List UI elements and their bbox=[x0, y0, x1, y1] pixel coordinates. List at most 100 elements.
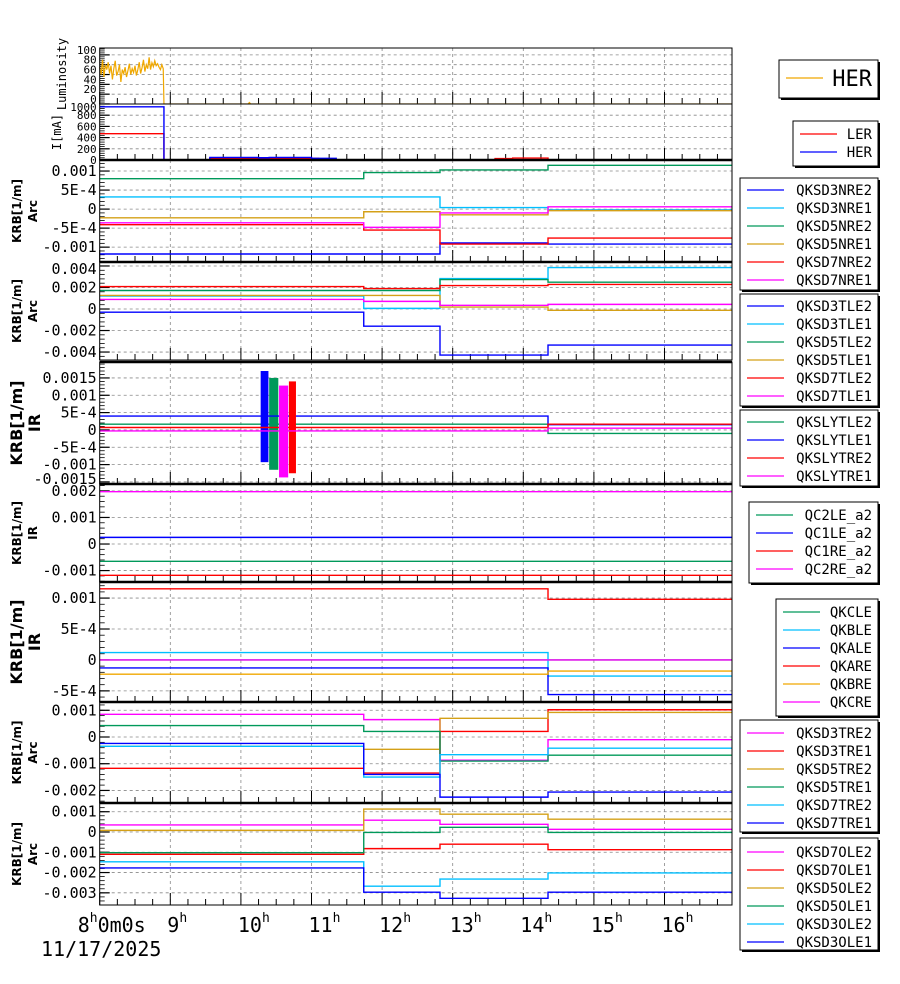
legend-entry-label: QC2LE_a2 bbox=[805, 508, 872, 524]
legend-entry-label: QKSLYTRE1 bbox=[796, 469, 872, 485]
y-axis-label: KRB[1/m] bbox=[10, 721, 24, 785]
legend-entry-label: QKSD5NRE1 bbox=[796, 237, 872, 253]
series-spike-qkslytle1 bbox=[260, 371, 269, 463]
legend-entry-label: QKCRE bbox=[830, 695, 872, 711]
legend-entry-label: QKALE bbox=[830, 641, 872, 657]
legend-entry-label: QKSD5TLE2 bbox=[796, 335, 872, 351]
y-tick-label: -5E-4 bbox=[52, 682, 97, 700]
legend-entry-label: HER bbox=[832, 67, 872, 92]
legend-entry-label: HER bbox=[847, 145, 873, 161]
y-tick-label: -0.002 bbox=[43, 864, 97, 882]
legend-entry-label: QKSLYTLE2 bbox=[796, 415, 872, 431]
x-tick-label: 8h0m0s bbox=[78, 911, 146, 937]
y-tick-label: 0 bbox=[88, 200, 97, 218]
legend-entry-label: QKSD3TLE2 bbox=[796, 299, 872, 315]
x-tick-label: 15h bbox=[591, 911, 623, 937]
y-tick-label: 400 bbox=[77, 132, 97, 145]
legend-entry-label: QKSD3NRE1 bbox=[796, 201, 872, 217]
y-axis-label: Luminosity bbox=[55, 38, 69, 110]
legend-entry-label: QKSD3TRE1 bbox=[796, 744, 872, 760]
y-tick-label: 40 bbox=[83, 73, 96, 86]
y-tick-label: 5E-4 bbox=[61, 181, 97, 199]
legend-entry-label: QC1LE_a2 bbox=[805, 526, 872, 542]
legend-entry-label: QKSD5NRE2 bbox=[796, 219, 872, 235]
panel-6: 0.002 0.001 0 -0.001 KRB[1/m] IR bbox=[10, 482, 733, 583]
series-line-qksd5ole1 bbox=[99, 826, 733, 854]
legend-entry-label: QKSD7NRE1 bbox=[796, 273, 872, 289]
y-tick-label: 100 bbox=[77, 44, 97, 57]
y-tick-label: 200 bbox=[77, 143, 97, 156]
y-tick-label: 0.001 bbox=[52, 803, 97, 821]
legend-entry-label: QKSD7OLE1 bbox=[796, 863, 872, 879]
series-line-qkble bbox=[99, 651, 733, 677]
legend-entry-label: QKSD3TLE1 bbox=[796, 317, 872, 333]
legend-entry-label: QKSD3OLE2 bbox=[796, 917, 872, 933]
y-tick-label: 800 bbox=[77, 109, 97, 122]
series-line-qkslytre2 bbox=[99, 423, 733, 429]
series-line-her bbox=[99, 57, 733, 105]
legend-entry-label: QKSLYTLE1 bbox=[796, 433, 872, 449]
y-tick-label: 0.001 bbox=[52, 386, 97, 404]
plot-area bbox=[99, 104, 732, 160]
series-line-qksd5tle2 bbox=[99, 278, 733, 292]
y-axis-sublabel: Arc bbox=[26, 300, 40, 322]
x-tick-label: 9h bbox=[167, 911, 187, 937]
series-line-qksd3tle1 bbox=[99, 266, 733, 310]
y-tick-label: 0.0015 bbox=[43, 369, 97, 387]
x-tick-hour: 16 bbox=[662, 913, 686, 937]
y-axis-sublabel: Arc bbox=[26, 741, 40, 763]
y-axis-sublabel: IR bbox=[25, 414, 44, 432]
series-spike-qkslytre2 bbox=[288, 381, 296, 474]
plot-area bbox=[99, 362, 732, 484]
legend-box bbox=[739, 409, 879, 487]
x-tick-unit: h bbox=[262, 911, 270, 926]
legend-panel-2: LER HER bbox=[792, 120, 880, 168]
y-tick-label: 0 bbox=[90, 93, 97, 106]
y-axis-label: KRB[1/m] bbox=[7, 599, 26, 684]
x-tick-hour: 14 bbox=[520, 913, 544, 937]
legend-box bbox=[739, 177, 879, 291]
y-tick-label: 0 bbox=[90, 154, 97, 167]
legend-panel-3: QKSD3NRE2 QKSD3NRE1 QKSD5NRE2 QKSD5NRE1 QKSD… bbox=[739, 177, 880, 292]
legend-box bbox=[739, 719, 879, 833]
y-tick-label: 20 bbox=[83, 83, 96, 96]
y-tick-label: 0.001 bbox=[52, 589, 97, 607]
legend-panel-9: QKSD7OLE2 QKSD7OLE1 QKSD5OLE2 QKSD5OLE1 QKSD… bbox=[739, 837, 880, 952]
panel-7: 0.001 5E-4 0 -5E-4 KRB[1/m] IR bbox=[7, 580, 733, 703]
legend-box bbox=[775, 598, 879, 717]
y-tick-label: 600 bbox=[77, 120, 97, 133]
y-tick-label: 80 bbox=[83, 54, 96, 67]
x-tick-label: 14h bbox=[520, 911, 552, 937]
series-line-qksd7tle2 bbox=[99, 283, 733, 290]
legend-entry-label: LER bbox=[847, 127, 873, 143]
y-tick-label: 0 bbox=[88, 728, 97, 746]
y-tick-label: -0.001 bbox=[43, 238, 97, 256]
y-tick-label: 0 bbox=[88, 651, 97, 669]
y-tick-label: 0.002 bbox=[52, 482, 97, 500]
x-tick-hour: 11 bbox=[309, 913, 333, 937]
y-axis-label: KRB[1/m] bbox=[10, 179, 24, 243]
legend-box bbox=[739, 837, 879, 951]
y-axis-label: KRB[1/m] bbox=[10, 822, 24, 886]
y-tick-label: -0.003 bbox=[43, 884, 97, 902]
legend-entry-label: QKSD5TRE2 bbox=[796, 762, 872, 778]
legend-entry-label: QKBRE bbox=[830, 677, 872, 693]
y-tick-label: 0.001 bbox=[52, 508, 97, 526]
y-tick-label: -5E-4 bbox=[52, 219, 97, 237]
y-axis-sublabel: IR bbox=[26, 526, 40, 540]
series-spike-qkslytre1 bbox=[279, 385, 289, 478]
plot-area bbox=[99, 702, 732, 803]
legend-entry-label: QKSD5TRE1 bbox=[796, 780, 872, 796]
series-line-qksd7nre1 bbox=[99, 206, 733, 229]
x-tick-hour: 10 bbox=[238, 913, 262, 937]
x-tick-unit: h bbox=[686, 911, 694, 926]
x-tick-label: 10h bbox=[238, 911, 270, 937]
series-line-qksd7tre1 bbox=[99, 742, 733, 798]
legend-entry-label: QKSD5OLE2 bbox=[796, 881, 872, 897]
series-line-qkbre bbox=[99, 670, 733, 675]
legend-entry-label: QC2RE_a2 bbox=[805, 562, 872, 578]
y-axis-label: KRB[1/m] bbox=[7, 380, 26, 465]
